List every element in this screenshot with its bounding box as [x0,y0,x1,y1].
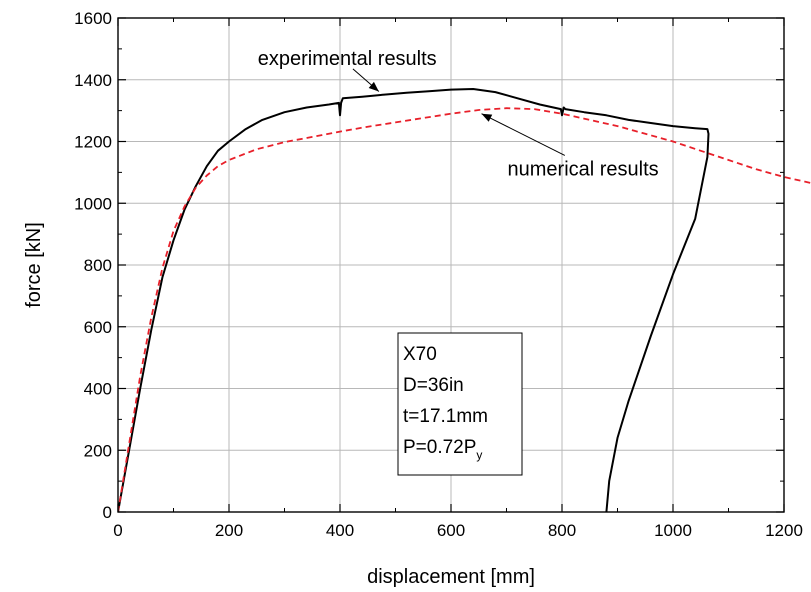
series-line-experimental-results [118,88,710,512]
x-tick-label: 400 [326,521,354,540]
parameter-infobox: X70 D=36in t=17.1mm P=0.72Py [397,332,523,476]
y-tick-label: 1000 [74,194,112,213]
annotation-arrow-head [368,81,379,92]
x-axis-title: displacement [mm] [367,566,535,588]
y-axis-title: force [kN] [23,222,45,308]
infobox-diameter: D=36in [403,375,464,396]
infobox-pressure: P=0.72Py [403,437,482,462]
tick-labels: 0 200 400 600 800 1000 1200 0 200 400 600 800 1000 12… [74,9,803,540]
y-tick-label: 400 [84,380,112,399]
annotation-arrow-line [481,113,566,156]
y-tick-label: 1400 [74,71,112,90]
ticks [117,17,785,513]
infobox-pressure-subscript: y [476,448,482,462]
annotation-label: experimental results [258,48,437,70]
annotation-arrow-head [481,113,493,122]
infobox-thickness: t=17.1mm [403,406,488,427]
infobox-frame [397,332,523,476]
x-tick-label: 200 [215,521,243,540]
infobox-pressure-main: P=0.72P [403,437,476,458]
y-tick-label: 800 [84,256,112,275]
x-tick-label: 0 [113,521,122,540]
y-tick-label: 1600 [74,9,112,28]
y-tick-label: 1200 [74,133,112,152]
x-tick-label: 1200 [765,521,803,540]
x-tick-label: 800 [548,521,576,540]
series-layer [118,88,811,512]
series-line-numerical-results [118,107,811,512]
y-tick-label: 0 [103,503,112,522]
x-tick-label: 1000 [654,521,692,540]
infobox-material: X70 [403,344,437,365]
annotations: experimental results numerical results [258,48,659,181]
x-tick-label: 600 [437,521,465,540]
annotation-label: numerical results [508,158,659,180]
y-tick-label: 600 [84,318,112,337]
y-tick-label: 200 [84,441,112,460]
